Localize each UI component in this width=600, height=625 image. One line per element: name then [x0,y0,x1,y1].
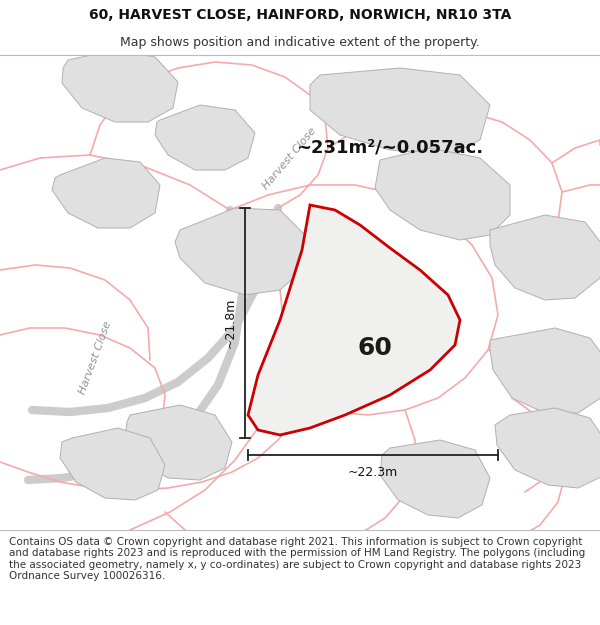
Polygon shape [490,328,600,413]
Polygon shape [155,105,255,170]
Polygon shape [52,158,160,228]
Text: Harvest Close: Harvest Close [262,125,319,191]
Polygon shape [60,428,165,500]
Text: ~22.3m: ~22.3m [348,466,398,479]
Polygon shape [490,215,600,300]
Polygon shape [495,408,600,488]
Text: Contains OS data © Crown copyright and database right 2021. This information is : Contains OS data © Crown copyright and d… [9,537,585,581]
Text: Map shows position and indicative extent of the property.: Map shows position and indicative extent… [120,36,480,49]
Text: 60: 60 [358,336,392,360]
Polygon shape [62,50,178,122]
Polygon shape [248,205,460,435]
Text: ~231m²/~0.057ac.: ~231m²/~0.057ac. [296,139,484,157]
Polygon shape [175,208,305,295]
Polygon shape [310,68,490,155]
Text: 60, HARVEST CLOSE, HAINFORD, NORWICH, NR10 3TA: 60, HARVEST CLOSE, HAINFORD, NORWICH, NR… [89,8,511,22]
Text: Harvest Close: Harvest Close [77,320,113,396]
Text: ~21.8m: ~21.8m [223,298,236,348]
Polygon shape [125,405,232,480]
Polygon shape [375,148,510,240]
Polygon shape [380,440,490,518]
